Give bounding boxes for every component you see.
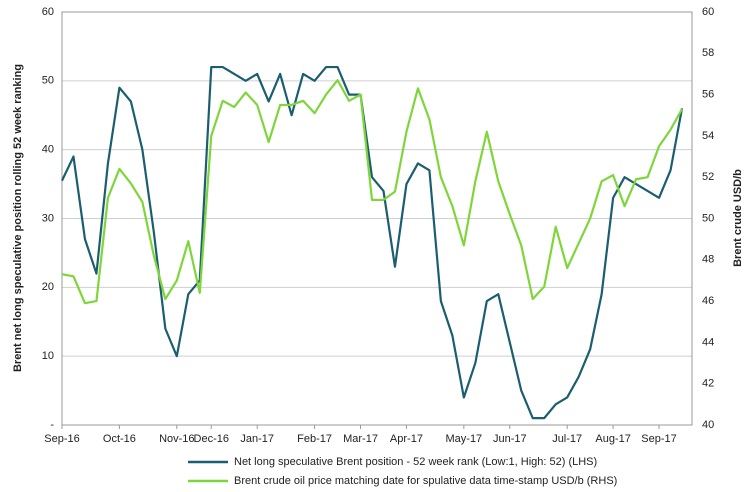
- y2-tick-label: 52: [702, 171, 714, 183]
- y-tick-label: 30: [42, 212, 54, 224]
- x-tick-label: Mar-17: [343, 433, 378, 445]
- y2-tick-label: 40: [702, 419, 714, 431]
- y-tick-label: 60: [42, 6, 54, 18]
- x-tick-label: Aug-17: [595, 433, 630, 445]
- y2-tick-label: 42: [702, 378, 714, 390]
- y-tick-label: 10: [42, 350, 54, 362]
- x-tick-label: Feb-17: [297, 433, 332, 445]
- x-tick-label: Sep-17: [641, 433, 676, 445]
- y2-tick-label: 56: [702, 89, 714, 101]
- y2-tick-label: 46: [702, 295, 714, 307]
- series-line: [61, 79, 683, 305]
- y2-tick-label: 54: [702, 130, 714, 142]
- x-tick-label: Jul-17: [552, 433, 582, 445]
- x-tick-label: Oct-16: [103, 433, 136, 445]
- y-axis-title: Brent net long speculative position roll…: [12, 64, 24, 372]
- x-tick-label: Jan-17: [240, 433, 274, 445]
- x-tick-label: Jun-17: [493, 433, 527, 445]
- y2-tick-label: 44: [702, 336, 714, 348]
- legend-label: Brent crude oil price matching date for …: [234, 475, 617, 487]
- y-tick-label: 50: [42, 75, 54, 87]
- plot-frame: [61, 11, 693, 426]
- y2-axis-title: Brent crude USD/b: [732, 169, 744, 267]
- y-tick-label: 40: [42, 144, 54, 156]
- x-tick-label: Sep-16: [44, 433, 79, 445]
- x-tick-label: May-17: [446, 433, 483, 445]
- x-tick-label: Dec-16: [194, 433, 229, 445]
- y-tick-label: -: [50, 419, 54, 431]
- y2-tick-label: 58: [702, 47, 714, 59]
- x-tick-label: Nov-16: [159, 433, 194, 445]
- y-tick-label: 20: [42, 281, 54, 293]
- x-tick-label: Apr-17: [390, 433, 423, 445]
- y2-tick-label: 60: [702, 6, 714, 18]
- legend-label: Net long speculative Brent position - 52…: [234, 456, 597, 468]
- y2-tick-label: 50: [702, 212, 714, 224]
- y2-tick-label: 48: [702, 254, 714, 266]
- series-line: [61, 65, 684, 420]
